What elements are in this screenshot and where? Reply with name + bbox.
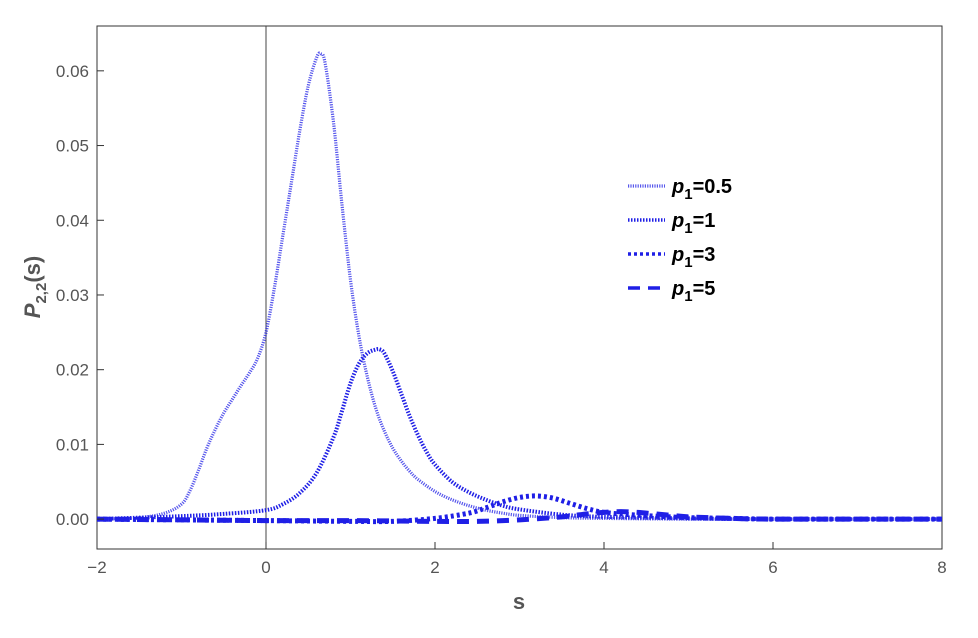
plot-frame <box>96 25 943 550</box>
series-line-0 <box>96 51 942 521</box>
legend-item: p1=5 <box>628 278 715 305</box>
y-tick-label: 0.05 <box>56 137 89 156</box>
y-axis-title-base: P <box>20 303 45 318</box>
legend-label-3: p1=5 <box>671 278 715 305</box>
x-tick-label: 4 <box>599 558 608 577</box>
y-tick-label: 0.03 <box>56 286 89 305</box>
y-axis-title-sub: 2,2 <box>33 283 50 304</box>
y-axis-title: P2,2(s) <box>20 256 50 318</box>
legend-label-2: p1=3 <box>671 244 715 271</box>
legend-item: p1=3 <box>628 244 715 271</box>
x-tick-label: 8 <box>937 558 946 577</box>
series-line-3 <box>96 509 942 524</box>
series-layer <box>96 51 943 525</box>
legend-label-1: p1=1 <box>671 210 715 237</box>
legend-label-0: p1=0.5 <box>671 176 732 203</box>
x-tick-label: 6 <box>768 558 777 577</box>
y-tick-label: 0.04 <box>56 211 89 230</box>
x-tick-label: 0 <box>261 558 270 577</box>
legend-item: p1=1 <box>628 210 715 237</box>
tick-layer: −2 0 2 4 6 8 0.00 0.01 0.02 0.03 0.04 0.05 0.06 <box>56 62 947 577</box>
y-tick-label: 0.06 <box>56 62 89 81</box>
y-tick-label: 0.00 <box>56 510 89 529</box>
series-line-1 <box>96 347 943 522</box>
x-tick-label: −2 <box>87 558 106 577</box>
y-tick-label: 0.01 <box>56 435 89 454</box>
y-tick-label: 0.02 <box>56 361 89 380</box>
x-axis-title: s <box>513 589 525 614</box>
legend-item: p1=0.5 <box>628 176 732 203</box>
y-axis-title-suffix: (s) <box>20 256 45 283</box>
x-tick-label: 2 <box>430 558 439 577</box>
legend: p1=0.5 p1=1 p1=3 p1=5 <box>628 176 732 305</box>
